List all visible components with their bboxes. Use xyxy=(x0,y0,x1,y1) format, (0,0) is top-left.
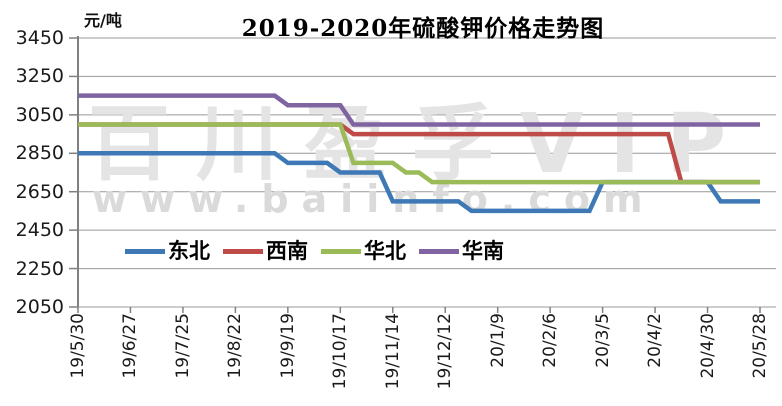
y-axis-unit-label: 元/吨 xyxy=(84,11,122,30)
x-axis-tick-label: 19/5/30 xyxy=(68,313,88,379)
x-axis-tick-label: 20/5/28 xyxy=(750,313,770,379)
watermark-text: 百川盈孚VIP xyxy=(88,97,752,192)
chart-title: 2019-2020年硫酸钾价格走势图 xyxy=(241,15,605,42)
y-axis-tick-label: 2450 xyxy=(15,219,64,242)
y-axis-tick-label: 2850 xyxy=(15,142,64,165)
series-line-华南 xyxy=(78,93,760,127)
y-axis-tick-label: 3450 xyxy=(15,27,64,49)
y-axis-tick-label: 3050 xyxy=(15,103,64,126)
x-axis-tick-label: 19/11/14 xyxy=(382,313,403,390)
x-axis-tick-label: 19/8/22 xyxy=(225,313,246,379)
legend-line-swatch xyxy=(419,249,459,254)
legend-item-xinan: 西南 xyxy=(223,241,308,262)
legend-label: 东北 xyxy=(168,239,210,263)
x-axis-tick-label: 20/4/30 xyxy=(697,313,718,379)
legend-label: 西南 xyxy=(266,239,308,263)
y-axis-tick-label: 2050 xyxy=(15,296,64,318)
legend-item-huabei: 华北 xyxy=(321,241,406,262)
x-axis-tick-label: 19/10/17 xyxy=(330,313,351,390)
legend-label: 华北 xyxy=(364,239,406,263)
x-axis-tick-label: 20/1/9 xyxy=(487,313,508,368)
x-axis-tick-label: 19/6/27 xyxy=(120,313,141,379)
x-axis-tick-label: 19/9/19 xyxy=(277,313,298,379)
legend-line-swatch xyxy=(125,249,165,254)
y-axis-tick-label: 2250 xyxy=(15,257,64,280)
series-line-华北 xyxy=(78,122,760,185)
legend-item-huanan: 华南 xyxy=(419,241,504,262)
legend-label: 华南 xyxy=(462,239,504,263)
x-axis-tick-label: 20/3/5 xyxy=(592,313,613,368)
x-axis-tick-label: 19/12/12 xyxy=(435,313,456,390)
x-axis-tick-label: 20/2/6 xyxy=(540,313,561,368)
legend-line-swatch xyxy=(321,249,361,254)
chart-legend: 东北 西南 华北 华南 xyxy=(125,241,504,262)
legend-item-dongbei: 东北 xyxy=(125,241,210,262)
x-axis-tick-label: 19/7/25 xyxy=(172,313,193,379)
legend-line-swatch xyxy=(223,249,263,254)
y-axis-tick-label: 2650 xyxy=(15,180,64,203)
y-axis-tick-label: 3250 xyxy=(15,65,64,88)
x-axis-tick-label: 20/4/2 xyxy=(645,313,666,368)
